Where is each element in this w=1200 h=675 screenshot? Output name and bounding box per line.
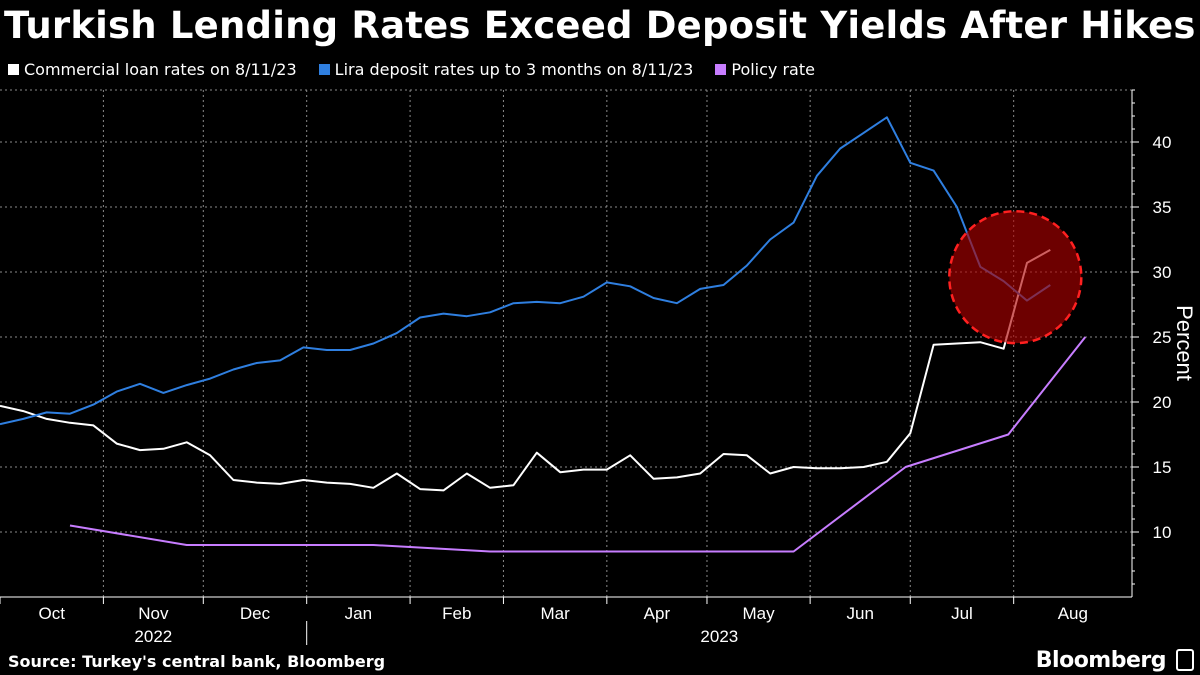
x-tick-label-dec: Dec <box>240 604 271 623</box>
y-tick-label-15: 15 <box>1153 458 1172 477</box>
y-axis-label: Percent <box>1172 305 1197 381</box>
y-tick-label-40: 40 <box>1153 133 1172 152</box>
x-tick-label-jul: Jul <box>951 604 973 623</box>
loan-rates-line <box>0 249 1051 492</box>
year-label-2022: 2022 <box>134 627 172 646</box>
legend-label-policy: Policy rate <box>731 60 815 79</box>
x-tick-label-jan: Jan <box>345 604 372 623</box>
legend-swatch-loan <box>8 64 19 75</box>
bloomberg-logo: Bloomberg <box>1035 648 1167 673</box>
legend: Commercial loan rates on 8/11/23 Lira de… <box>8 60 815 79</box>
y-tick-label-20: 20 <box>1153 393 1172 412</box>
x-tick-label-nov: Nov <box>138 604 169 623</box>
legend-label-loan: Commercial loan rates on 8/11/23 <box>24 60 297 79</box>
legend-item-policy: Policy rate <box>715 60 815 79</box>
x-tick-label-feb: Feb <box>442 604 471 623</box>
legend-item-loan: Commercial loan rates on 8/11/23 <box>8 60 297 79</box>
x-tick-label-aug: Aug <box>1058 604 1088 623</box>
x-tick-label-may: May <box>742 604 775 623</box>
highlight-circle <box>948 209 1083 345</box>
legend-swatch-policy <box>715 64 727 75</box>
legend-label-deposit: Lira deposit rates up to 3 months on 8/1… <box>334 60 694 79</box>
policy-rate-line <box>69 336 1087 553</box>
x-tick-label-jun: Jun <box>846 604 873 623</box>
legend-swatch-deposit <box>318 64 330 75</box>
y-tick-label-10: 10 <box>1153 523 1172 542</box>
chart-title: Turkish Lending Rates Exceed Deposit Yie… <box>4 4 1196 47</box>
source-note: Source: Turkey's central bank, Bloomberg <box>8 652 386 671</box>
x-tick-label-apr: Apr <box>644 604 671 623</box>
y-tick-label-25: 25 <box>1153 328 1172 347</box>
deposit-rates-line <box>0 116 1051 426</box>
x-tick-label-oct: Oct <box>38 604 65 623</box>
year-label-2023: 2023 <box>700 627 738 646</box>
legend-item-deposit: Lira deposit rates up to 3 months on 8/1… <box>318 60 694 79</box>
bloomberg-mark-icon <box>1176 649 1194 671</box>
y-tick-label-30: 30 <box>1153 263 1172 282</box>
x-tick-label-mar: Mar <box>541 604 571 623</box>
y-tick-label-35: 35 <box>1153 198 1172 217</box>
